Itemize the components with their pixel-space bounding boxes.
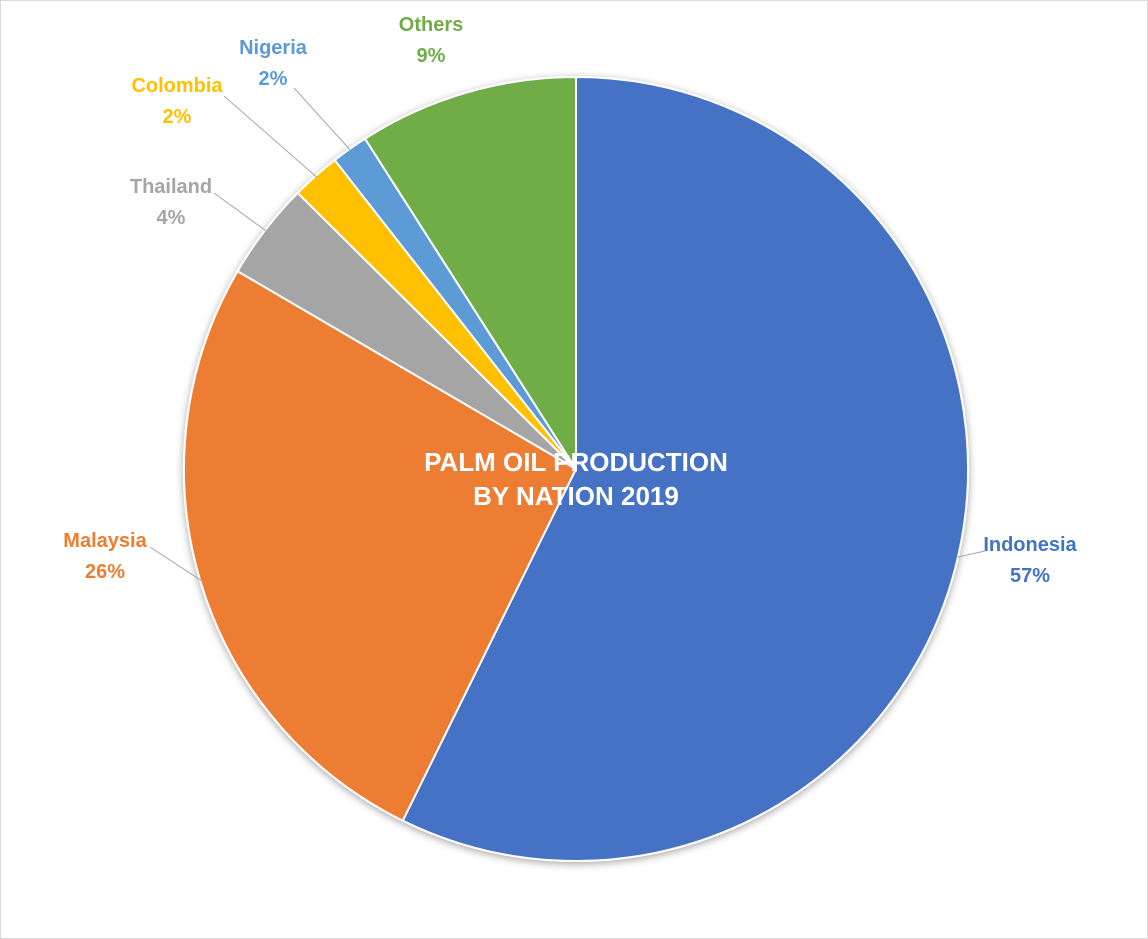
leader-line-indonesia bbox=[955, 550, 986, 558]
data-label-value-malaysia: 26% bbox=[85, 561, 125, 583]
leader-line-malaysia bbox=[149, 546, 203, 582]
pie-slice-malaysia bbox=[183, 269, 578, 822]
data-label-name-indonesia: Indonesia bbox=[983, 534, 1077, 556]
data-label-value-colombia: 2% bbox=[163, 106, 192, 128]
data-label-value-indonesia: 57% bbox=[1010, 565, 1050, 587]
data-label-value-thailand: 4% bbox=[157, 207, 186, 229]
chart-title-line-1: PALM OIL PRODUCTION bbox=[424, 447, 728, 477]
pie-slice-others bbox=[363, 75, 577, 473]
pie-slice-indonesia bbox=[401, 75, 969, 862]
leader-line-thailand bbox=[213, 192, 268, 232]
data-label-name-nigeria: Nigeria bbox=[239, 37, 308, 59]
leader-line-nigeria bbox=[293, 87, 352, 151]
data-label-name-thailand: Thailand bbox=[130, 176, 212, 198]
data-label-name-others: Others bbox=[399, 14, 463, 36]
data-label-value-nigeria: 2% bbox=[259, 68, 288, 90]
leader-line-colombia bbox=[223, 95, 318, 178]
data-label-name-colombia: Colombia bbox=[131, 75, 223, 97]
data-label-value-others: 9% bbox=[417, 45, 446, 67]
data-label-name-malaysia: Malaysia bbox=[63, 530, 147, 552]
chart-title-line-2: BY NATION 2019 bbox=[473, 481, 679, 511]
